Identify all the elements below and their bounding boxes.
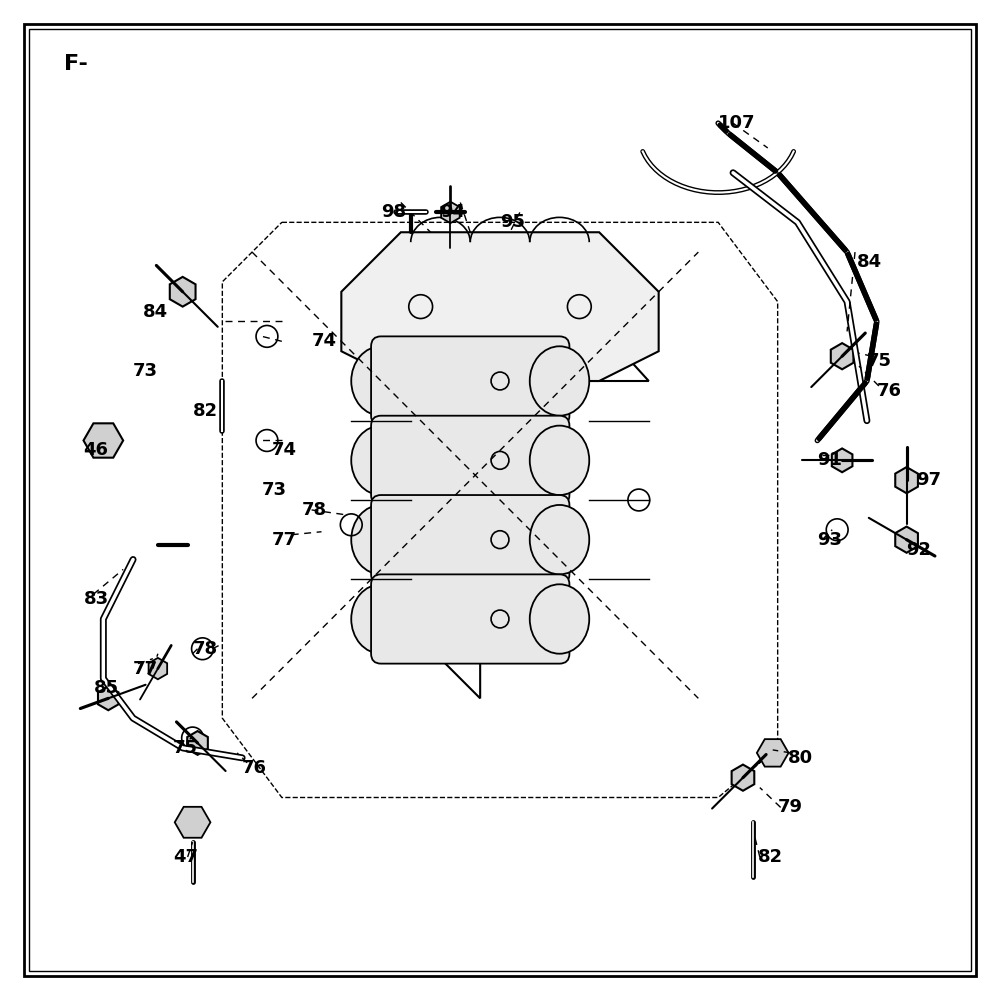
Text: 78: 78 [193,640,218,658]
FancyBboxPatch shape [371,495,569,584]
Text: F-: F- [64,54,88,74]
Text: 73: 73 [262,481,287,499]
Text: 47: 47 [173,848,198,866]
Ellipse shape [351,426,411,495]
Ellipse shape [530,346,589,416]
Text: 98: 98 [381,203,406,221]
Polygon shape [757,739,789,767]
Text: 73: 73 [133,362,158,380]
Text: 95: 95 [500,213,525,231]
Text: 84: 84 [857,253,882,271]
Polygon shape [732,765,754,791]
Text: 107: 107 [718,114,756,132]
Text: 76: 76 [242,759,267,777]
Text: 91: 91 [817,451,842,469]
Polygon shape [84,423,123,458]
Text: 93: 93 [817,531,842,549]
Text: 82: 82 [193,402,218,420]
Ellipse shape [530,505,589,574]
Polygon shape [895,467,918,493]
Polygon shape [149,658,167,679]
Polygon shape [441,202,460,223]
FancyBboxPatch shape [371,416,569,505]
FancyBboxPatch shape [371,336,569,426]
Polygon shape [832,448,852,472]
Text: 97: 97 [917,471,942,489]
Text: 80: 80 [788,749,813,767]
Ellipse shape [351,505,411,574]
Text: 46: 46 [84,441,109,459]
Text: 75: 75 [867,352,892,370]
Text: 92: 92 [907,541,932,559]
Polygon shape [175,807,210,838]
Text: 94: 94 [441,203,466,221]
Polygon shape [831,343,853,369]
Text: 77: 77 [272,531,297,549]
Text: 82: 82 [758,848,783,866]
Polygon shape [341,232,659,381]
Text: 74: 74 [272,441,297,459]
Polygon shape [170,277,196,307]
Text: 74: 74 [312,332,337,350]
Text: 85: 85 [93,679,119,697]
Ellipse shape [351,584,411,654]
Ellipse shape [530,584,589,654]
Text: 78: 78 [302,501,327,519]
Text: 83: 83 [84,590,109,608]
Polygon shape [98,686,119,710]
Ellipse shape [351,346,411,416]
Ellipse shape [530,426,589,495]
Text: 77: 77 [133,660,158,678]
Text: 75: 75 [173,739,198,757]
Text: 76: 76 [877,382,902,400]
Text: 84: 84 [143,303,168,321]
Text: 79: 79 [778,798,803,816]
Polygon shape [895,527,918,553]
Polygon shape [187,731,208,755]
FancyBboxPatch shape [371,574,569,664]
